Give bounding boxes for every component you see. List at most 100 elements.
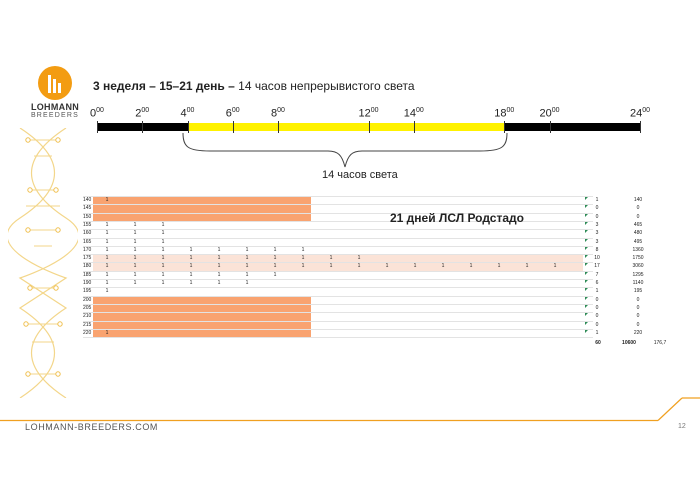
cell-marker [585,246,588,250]
cell-marker [585,205,588,209]
table-cell-one: 1 [133,271,137,278]
table-cell-one: 1 [189,263,193,270]
table-cell-one: 1 [329,255,333,262]
table-cell-one: 1 [245,246,249,253]
timeline-tick [278,121,279,133]
table-gridline [83,312,593,314]
table-cell-one: 1 [301,263,305,270]
dna-helix-decoration [8,128,78,398]
row-total: 1140 [632,280,644,286]
table-cell-one: 1 [161,246,165,253]
table-cell-one: 1 [217,246,221,253]
table-cell-one: 1 [161,271,165,278]
cell-marker [585,221,588,225]
table-cell-one: 1 [105,280,109,286]
row-label: 175 [83,255,92,262]
table-row: 155 1 1 1 3 465 [83,221,683,229]
table-cell-one: 1 [105,221,109,228]
table-row: 200 0 0 [83,296,683,304]
table-gridline [83,229,593,231]
table-gridline [83,337,593,339]
table-cell-one: 1 [105,246,109,253]
timeline-hour-label: 000 [90,107,104,120]
table-cell-one: 1 [133,238,137,245]
table-cell-one: 1 [105,263,109,270]
table-row: 215 0 0 [83,321,683,329]
timeline-dark-segment [504,123,640,131]
table-gridline [83,212,593,214]
table-gridline [83,303,593,305]
row-count: 1 [595,329,599,336]
cell-marker [585,255,588,259]
page-number: 12 [678,423,686,430]
timeline-hour-label: 1400 [403,107,424,120]
table-cell-one: 1 [189,271,193,278]
cell-marker [585,296,588,300]
row-total: 465 [633,221,643,228]
cell-marker [585,197,588,200]
table-gridline [83,320,593,322]
table-row: 180 1 1 1 1 1 1 1 1 1 1 1 1 1 1 1 1 1 17 3060 [83,262,683,270]
cell-marker [585,329,588,333]
row-label: 160 [83,230,92,237]
timeline-hour-label: 1800 [494,107,515,120]
timeline-tick [368,121,370,133]
table-row: 205 0 0 [83,304,683,312]
table-cell-one: 1 [273,263,277,270]
table-cell-one: 1 [245,280,249,286]
cell-marker [585,263,588,267]
row-count: 17 [594,263,600,270]
row-count: 3 [595,221,599,228]
row-count: 0 [595,205,599,212]
table-gridline [83,245,593,247]
table-cell-one: 1 [217,280,221,286]
table-cell-one: 1 [273,246,277,253]
row-count: 0 [595,321,599,328]
timeline-hour-label: 600 [225,107,240,120]
table-gridline [83,220,593,222]
table-gridline [83,204,593,206]
row-count: 8 [595,246,599,253]
table-cell-one: 1 [189,280,193,286]
cell-marker [585,238,588,242]
row-total: 0 [636,321,640,328]
table-cell-one: 1 [413,263,417,270]
slide-title-rest: 14 часов непрерывистого света [234,79,415,93]
table-cell-one: 1 [105,197,109,203]
table-gridline [83,295,593,297]
timeline-hour-label: 2000 [539,107,560,120]
table-cell-one: 1 [189,246,193,253]
row-total: 0 [636,313,640,320]
timeline-tick [504,121,506,133]
table-row: 175 1 1 1 1 1 1 1 1 1 1 10 1750 [83,254,683,262]
total-average: 176,7 [653,340,667,347]
row-count: 3 [595,238,599,245]
table-cell-one: 1 [105,238,109,245]
row-total: 495 [633,238,643,245]
row-total: 480 [633,230,643,237]
row-label: 150 [83,213,92,220]
row-total: 220 [633,329,643,336]
row-total: 1295 [632,271,644,278]
cell-marker [585,271,588,275]
slide-title-bold: 3 неделя – 15–21 день – [93,79,235,93]
table-gridline [83,270,593,272]
table-cell-one: 1 [245,263,249,270]
table-cell-one: 1 [161,230,165,237]
timeline-hour-label: 400 [180,107,195,120]
table-row: 140 1 1 140 [83,196,683,204]
timeline-hour-label: 200 [135,107,150,120]
table-row: 150 0 0 [83,213,683,221]
table-cell-one: 1 [329,263,333,270]
timeline-tick [549,121,551,133]
table-cell-one: 1 [385,263,389,270]
row-count: 10 [594,255,600,262]
table-gridline [83,287,593,289]
table-cell-one: 1 [133,230,137,237]
row-label: 205 [83,304,92,311]
table-row: 145 0 0 [83,204,683,212]
row-label: 220 [83,329,92,336]
table-cell-one: 1 [217,271,221,278]
cell-marker [585,304,588,308]
slide-title: 3 неделя – 15–21 день – 14 часов непреры… [93,79,415,93]
